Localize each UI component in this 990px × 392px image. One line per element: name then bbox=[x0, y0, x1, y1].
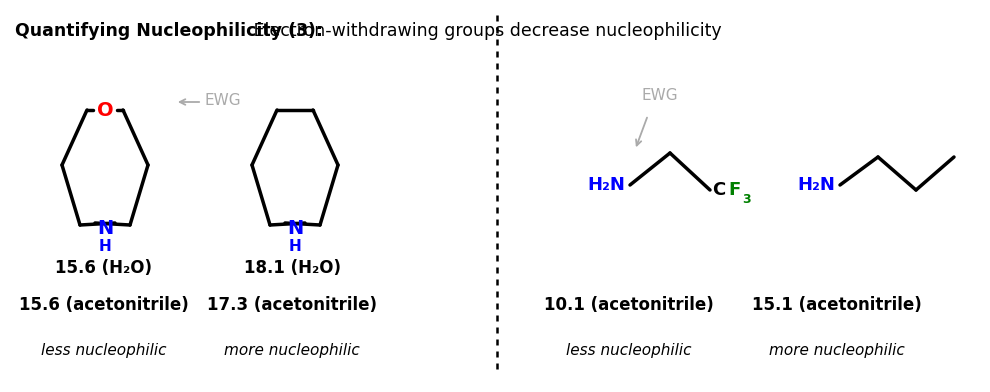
Text: N: N bbox=[287, 218, 303, 238]
Text: 15.1 (acetonitrile): 15.1 (acetonitrile) bbox=[751, 296, 922, 314]
Text: less nucleophilic: less nucleophilic bbox=[42, 343, 166, 358]
Text: EWG: EWG bbox=[642, 87, 678, 102]
Text: F: F bbox=[728, 181, 741, 199]
Text: H: H bbox=[289, 238, 301, 254]
Text: H₂N: H₂N bbox=[587, 176, 625, 194]
Text: Quantifying Nucleophilicity (3):: Quantifying Nucleophilicity (3): bbox=[15, 22, 323, 40]
Text: H₂N: H₂N bbox=[797, 176, 835, 194]
Text: 3: 3 bbox=[742, 192, 750, 205]
Text: EWG: EWG bbox=[205, 93, 242, 107]
Text: H: H bbox=[99, 238, 111, 254]
Text: 10.1 (acetonitrile): 10.1 (acetonitrile) bbox=[544, 296, 714, 314]
Text: 15.6 (H₂O): 15.6 (H₂O) bbox=[55, 259, 152, 277]
Text: 18.1 (H₂O): 18.1 (H₂O) bbox=[244, 259, 341, 277]
Text: C: C bbox=[712, 181, 726, 199]
Text: less nucleophilic: less nucleophilic bbox=[566, 343, 691, 358]
Text: O: O bbox=[97, 100, 113, 120]
Text: more nucleophilic: more nucleophilic bbox=[224, 343, 360, 358]
Text: N: N bbox=[97, 218, 113, 238]
Text: 17.3 (acetonitrile): 17.3 (acetonitrile) bbox=[207, 296, 377, 314]
Text: Electron-withdrawing groups decrease nucleophilicity: Electron-withdrawing groups decrease nuc… bbox=[248, 22, 722, 40]
Text: 15.6 (acetonitrile): 15.6 (acetonitrile) bbox=[19, 296, 189, 314]
Text: more nucleophilic: more nucleophilic bbox=[768, 343, 905, 358]
